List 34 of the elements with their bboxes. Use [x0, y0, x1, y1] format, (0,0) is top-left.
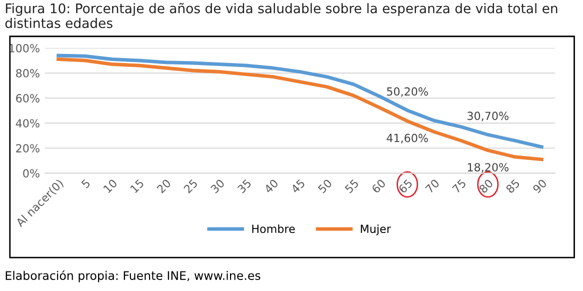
x-tick-label: 65: [398, 178, 413, 194]
x-tick-label: 25: [183, 178, 198, 194]
x-tick-label: 35: [236, 178, 252, 194]
data-label: 50,20%: [387, 87, 428, 97]
x-tick-label: 75: [452, 178, 466, 194]
x-tick-label: 85: [505, 178, 520, 194]
y-tick-label: 100%: [9, 44, 40, 52]
chart-title: Figura 10: Porcentaje de años de vida saludable sobre la esperanza de vida total en distintas edades: [5, 2, 558, 28]
x-tick-label: 30: [210, 178, 225, 194]
data-label: 30,70%: [468, 112, 508, 122]
x-tick-label: 40: [264, 178, 279, 194]
y-tick-label: 0%: [23, 169, 40, 178]
data-label: 41,60%: [386, 134, 428, 144]
x-tick-label: 45: [290, 178, 306, 194]
y-tick-label: 60%: [16, 94, 40, 102]
line-series: [56, 54, 544, 149]
data-label: 18,20%: [468, 163, 508, 173]
x-tick-label: 80: [478, 178, 494, 194]
x-tick-label: 10: [103, 178, 118, 194]
x-tick-label: 20: [156, 178, 172, 194]
y-tick-label: 20%: [16, 144, 40, 152]
y-tick-label: 80%: [16, 69, 40, 78]
x-tick-label: 50: [318, 178, 332, 194]
text: Elaboración propia: Fuente INE, www.ine.es: [6, 270, 260, 282]
y-tick-label: 40%: [16, 119, 40, 128]
x-tick-label: 15: [130, 178, 144, 194]
x-tick-label: 90: [532, 178, 548, 194]
legend-label: Mujer: [360, 224, 391, 236]
legend-label: Hombre: [252, 224, 295, 234]
x-tick-label: 55: [344, 178, 360, 194]
x-tick-label: 5: [81, 178, 91, 188]
line-series: [56, 58, 544, 162]
x-tick-label: 70: [424, 178, 440, 194]
x-tick-label: 60: [371, 178, 386, 194]
